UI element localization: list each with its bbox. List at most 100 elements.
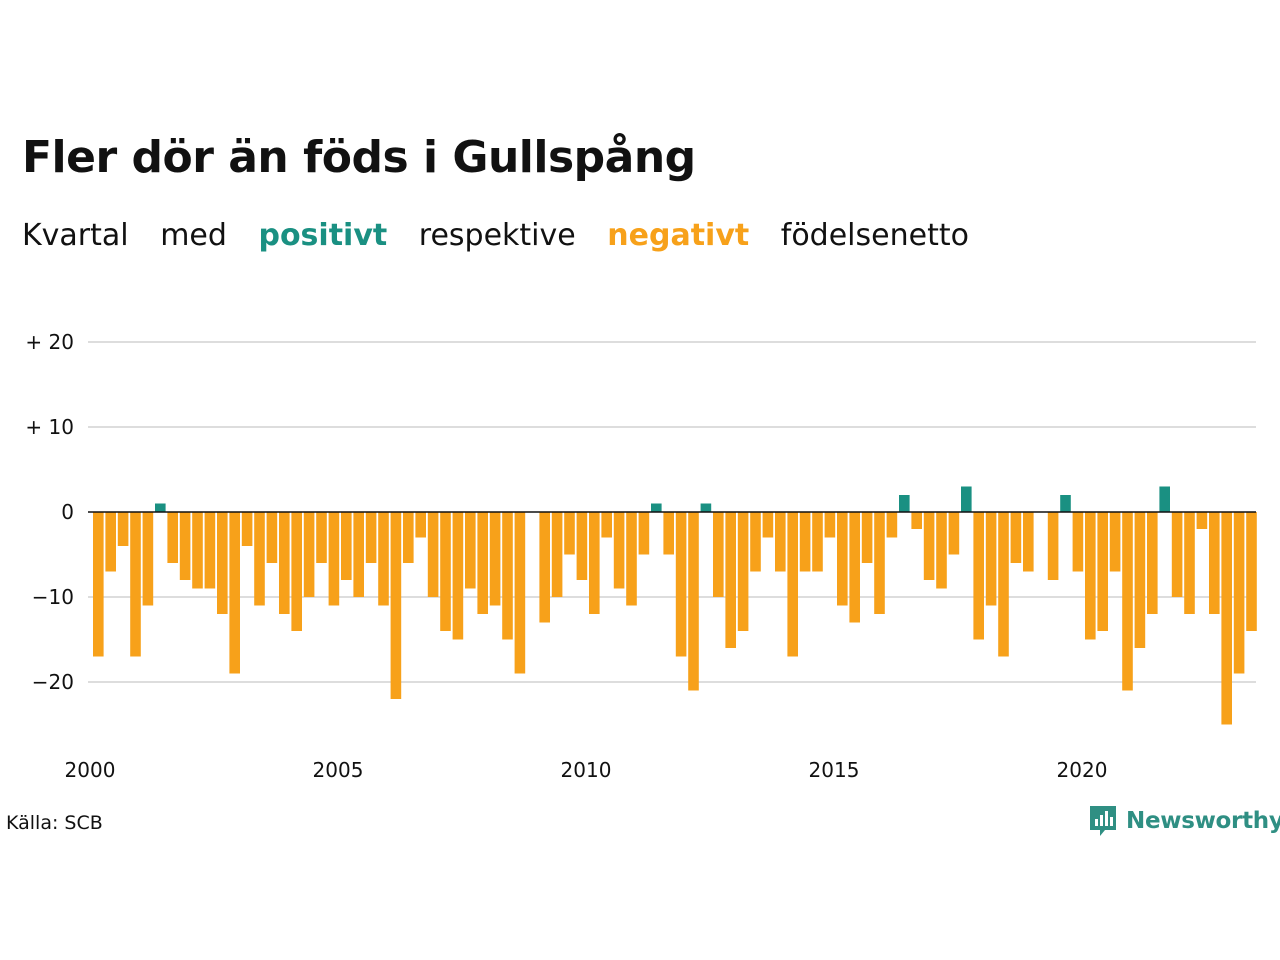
x-tick-label: 2010 [561,758,612,782]
bar [279,512,290,614]
bar [1047,512,1059,580]
bar [291,512,302,631]
bar [824,512,836,538]
bar [1147,512,1158,614]
bar [1221,512,1232,725]
bar [1184,512,1195,614]
bar [576,512,588,580]
y-axis-ticks: + 20 + 10 0 −10 −20 [25,330,74,694]
bar [1097,512,1108,631]
x-tick-label: 2015 [809,758,860,782]
bar [775,512,786,572]
bar [688,512,699,691]
bar [1196,512,1208,529]
bar [663,512,674,555]
bar [1233,512,1245,674]
bar [266,512,278,563]
bar [229,512,240,674]
bar [1159,486,1170,512]
bar [427,512,439,597]
bar [799,512,811,572]
bar [155,503,166,512]
y-tick-label: −10 [32,585,74,609]
bar [551,512,563,597]
bar [303,512,315,597]
x-axis-ticks: 2000 2005 2010 2015 2020 [65,758,1108,782]
bar [514,512,526,674]
bar [489,512,501,606]
bar [1085,512,1096,640]
brand-name: Newsworthy [1126,808,1280,834]
bar [93,512,104,657]
bar [973,512,984,640]
bar [1072,512,1084,572]
bar [750,512,761,572]
bar [613,512,625,589]
bar [403,512,414,563]
bar [1060,495,1071,512]
bar [998,512,1009,657]
bar [589,512,600,614]
subtitle-word-kvartal: Kvartal [22,218,129,253]
bar [440,512,451,631]
bar [328,512,340,606]
bar [254,512,265,606]
bar [415,512,426,538]
bar [899,495,910,512]
bar [725,512,736,648]
y-tick-label: + 10 [25,415,74,439]
bar [117,512,129,546]
bar [564,512,575,555]
bar [341,512,352,580]
bar [1023,512,1034,572]
bar [911,512,922,529]
bar [762,512,774,538]
bar [675,512,687,657]
subtitle-word-respektive: respektive [418,218,576,253]
bar [837,512,848,606]
bar [452,512,464,640]
source-note: Källa: SCB [6,812,103,834]
bar [539,512,550,623]
bar [316,512,327,563]
bar [477,512,488,614]
subtitle-negative-label: negativt [607,218,750,253]
bar [737,512,749,631]
bar [886,512,898,538]
bar [936,512,947,589]
bar [390,512,402,699]
bar [502,512,513,640]
chart-subtitle: Kvartal med positivt respektive negativt… [22,218,991,253]
bars [93,486,1257,725]
bar [1109,512,1121,572]
bar [1171,512,1183,597]
bar [787,512,798,657]
bar [1134,512,1146,648]
bar [167,512,178,563]
bar [874,512,885,614]
bar [204,512,216,589]
bar [985,512,997,606]
subtitle-positive-label: positivt [258,218,388,253]
bar [105,512,116,572]
bar [142,512,154,606]
bar [365,512,377,563]
bar [1246,512,1257,631]
bar [601,512,612,538]
bar [217,512,228,614]
newsworthy-logo-icon [1090,806,1116,836]
bar [713,512,724,597]
bar [651,503,662,512]
bar [948,512,960,555]
y-tick-label: + 20 [25,330,74,354]
brand-logo: Newsworthy [1088,804,1280,838]
x-tick-label: 2005 [313,758,364,782]
bar [192,512,203,589]
bar [812,512,823,572]
bar [1122,512,1133,691]
bar [961,486,972,512]
bar [638,512,650,555]
subtitle-word-fodelsenetto: födelsenetto [780,218,969,253]
bar [626,512,637,606]
